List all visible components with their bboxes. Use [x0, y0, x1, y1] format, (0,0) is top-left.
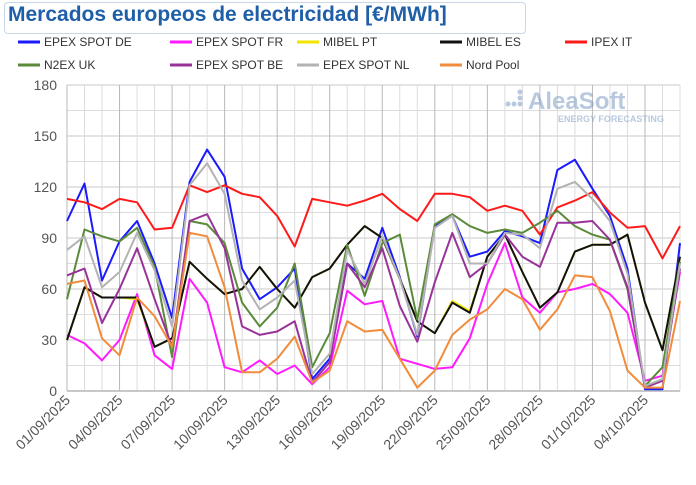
logo-text: AleaSoft [528, 88, 625, 115]
x-tick-label: 13/09/2025 [222, 392, 283, 453]
y-tick-label: 30 [41, 332, 57, 348]
y-tick-label: 60 [41, 281, 57, 297]
legend-item: EPEX SPOT FR [170, 35, 283, 49]
legend-item: MIBEL ES [440, 35, 521, 49]
y-tick-label: 120 [34, 179, 58, 195]
chart-title: Mercados europeos de electricidad [€/MWh… [8, 3, 447, 26]
series-line-epex-spot-de [66, 148, 681, 391]
legend-label: Nord Pool [466, 58, 519, 72]
series-line-epex-spot-nl [66, 162, 681, 387]
series-line-epex-spot-be [66, 213, 681, 389]
y-tick-label: 90 [41, 230, 57, 246]
legend: EPEX SPOT DE EPEX SPOT FR MIBEL PT MIBEL ES… [18, 35, 633, 72]
y-axis: 0 30 60 90 120 150 180 [34, 77, 58, 399]
x-tick-label: 10/09/2025 [170, 392, 231, 453]
legend-label: EPEX SPOT NL [323, 58, 410, 72]
x-tick-label: 25/09/2025 [433, 392, 494, 453]
legend-label: MIBEL ES [466, 35, 521, 49]
legend-label: EPEX SPOT BE [196, 58, 283, 72]
legend-label: MIBEL PT [323, 35, 378, 49]
x-tick-label: 28/09/2025 [485, 392, 546, 453]
legend-item: IPEX IT [565, 35, 633, 49]
x-tick-label: 07/09/2025 [117, 392, 178, 453]
series-line-nord-pool [66, 231, 681, 389]
series-lines [66, 148, 681, 391]
legend-item: EPEX SPOT BE [170, 58, 283, 72]
series-line-epex-spot-fr [66, 242, 681, 386]
x-tick-label: 04/10/2025 [590, 392, 651, 453]
legend-item: EPEX SPOT DE [18, 35, 132, 49]
legend-label: EPEX SPOT FR [196, 35, 283, 49]
logo-tagline: ENERGY FORECASTING [558, 114, 664, 124]
legend-label: IPEX IT [591, 35, 633, 49]
legend-label: N2EX UK [44, 58, 95, 72]
y-tick-label: 0 [49, 383, 57, 399]
x-tick-label: 01/09/2025 [12, 392, 73, 453]
legend-item: EPEX SPOT NL [297, 58, 410, 72]
aleasoft-logo: AleaSoft ENERGY FORECASTING [505, 88, 664, 124]
y-tick-label: 180 [34, 77, 58, 93]
y-tick-label: 150 [34, 128, 58, 144]
legend-label: EPEX SPOT DE [44, 35, 132, 49]
x-tick-label: 19/09/2025 [328, 392, 389, 453]
title-frame [4, 2, 526, 34]
x-axis: 01/09/202504/09/202507/09/202510/09/2025… [12, 392, 651, 453]
x-tick-label: 01/10/2025 [538, 392, 599, 453]
legend-item: Nord Pool [440, 58, 519, 72]
x-tick-label: 04/09/2025 [65, 392, 126, 453]
legend-item: N2EX UK [18, 58, 95, 72]
x-tick-label: 22/09/2025 [380, 392, 441, 453]
legend-item: MIBEL PT [297, 35, 378, 49]
series-line-ipex-it [66, 184, 681, 260]
x-tick-label: 16/09/2025 [275, 392, 336, 453]
